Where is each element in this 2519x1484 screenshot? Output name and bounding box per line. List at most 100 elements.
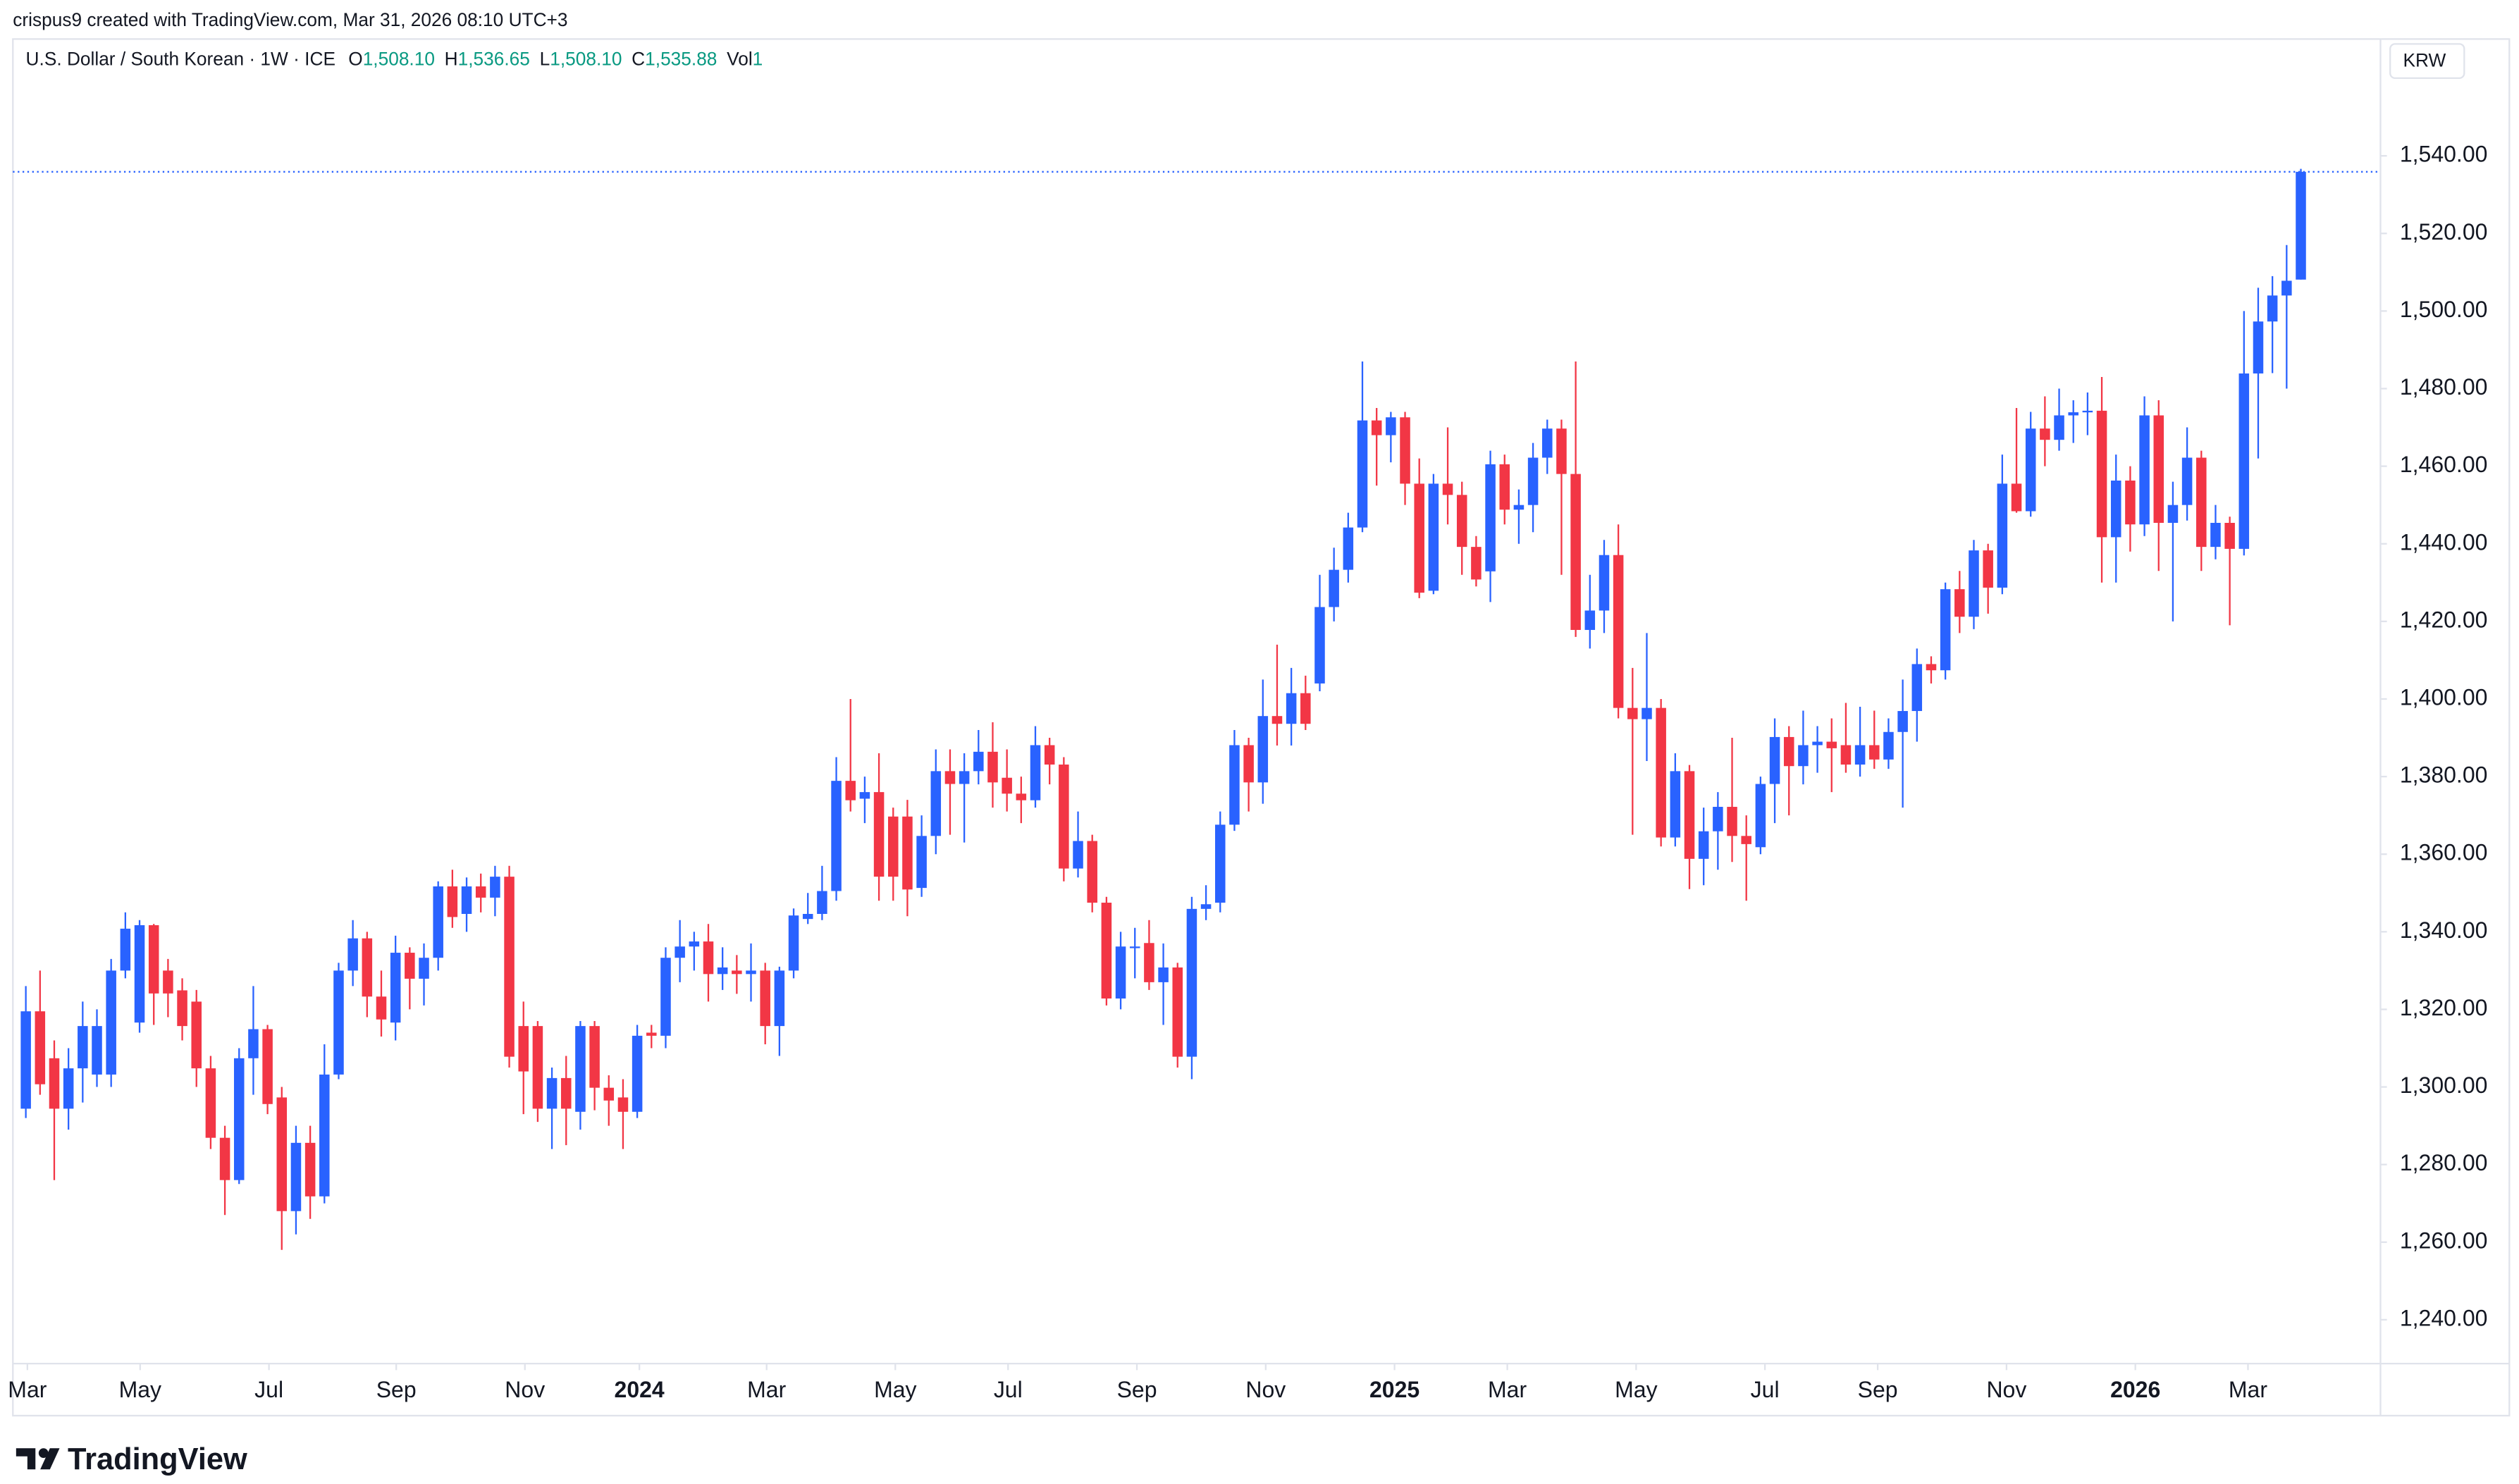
y-tick-label: 1,320.00 [2400,995,2488,1020]
candle-body [532,1026,543,1109]
candle-body [817,891,827,914]
candle-body [276,1097,288,1211]
candle-body [504,877,515,1057]
y-tick-label: 1,260.00 [2400,1228,2488,1253]
candle-body [1087,841,1097,903]
credit: crispus9 created with TradingView.com, M… [13,9,567,30]
candle-body [1670,771,1681,838]
candle-body [490,877,500,898]
x-tick-label: Mar [2229,1377,2267,1402]
candle-body [1812,741,1823,746]
candles [20,168,2306,1250]
x-tick-label: Jul [1751,1377,1780,1402]
candle-body [1741,836,1751,844]
candle-body [1471,547,1482,580]
candle-body [148,925,159,994]
candle-body [1513,505,1525,510]
candle-body [1556,428,1567,474]
x-tick-label: Sep [1117,1377,1157,1402]
x-tick-label: Mar [8,1377,47,1402]
candle-body [1257,716,1269,783]
candle-body [617,1097,629,1112]
candle-body [2054,415,2064,440]
candle-body [973,751,984,772]
symbol: U.S. Dollar / South Korean · 1W · ICE [26,48,335,69]
candle-body [1144,943,1154,982]
ohlc-label: Vol [727,48,753,69]
candle-body [1073,841,1083,869]
candle-body [1698,831,1709,859]
candle-body [660,958,671,1036]
candle-body [1172,967,1183,1057]
candle-body [2181,457,2193,505]
candle-body [802,913,813,920]
candle-body [390,953,401,1023]
candle-body [78,1026,88,1069]
candle-body [887,816,899,877]
candle-body [2011,483,2022,512]
candle-body [2167,505,2179,524]
candle-body [930,771,942,836]
candle-body [1627,707,1638,719]
candle-body [1343,527,1354,570]
chart-frame [12,38,2511,1417]
logo-dot [38,1448,49,1459]
currency-badge[interactable] [2389,43,2465,79]
candle-body [1499,464,1510,510]
candle-body [319,1074,330,1197]
x-tick-label: Mar [747,1377,786,1402]
x-tick-label: Nov [1986,1377,2026,1402]
candle-body [405,953,415,979]
candle-body [177,990,187,1027]
candle-body [447,886,458,917]
candle-body [689,941,700,947]
candle-body [987,751,998,783]
candle-body [2025,428,2036,512]
candle-body [1016,793,1027,800]
x-tick-label: 2026 [2110,1377,2160,1402]
y-tick-label: 1,440.00 [2400,529,2488,555]
candle-body [1713,807,1723,831]
candle-body [163,970,173,994]
candle-body [1840,745,1852,765]
candle-body [233,1058,245,1180]
candle-body [944,771,956,784]
candle-body [732,970,742,975]
x-tick-label: May [874,1377,917,1402]
x-tick-label: Sep [376,1377,417,1402]
ohlc-value: 1,535.88 [645,48,717,69]
candle-body [2224,523,2235,549]
candle-body [632,1035,643,1112]
candle-body [774,970,785,1027]
candle-body [92,1026,102,1075]
candle-body [49,1058,60,1109]
candle-body [1826,741,1837,748]
candle-body [205,1068,216,1138]
y-tick-label: 1,280.00 [2400,1150,2488,1175]
candle-body [859,792,870,799]
x-tick-label: May [1615,1377,1658,1402]
y-tick-label: 1,540.00 [2400,142,2488,167]
y-tick-label: 1,420.00 [2400,607,2488,632]
x-tick-label: May [119,1377,162,1402]
candle-body [191,1001,202,1069]
candle-body [1215,824,1226,903]
candle-body [1357,420,1368,528]
x-tick-label: Nov [1245,1377,1286,1402]
ohlc-label: C [632,48,645,69]
candle-body [1186,908,1197,1057]
candle-body [703,941,714,975]
candle-body [1656,707,1666,838]
candle-body [2110,480,2121,538]
y-tick-label: 1,340.00 [2400,917,2488,943]
candle-body [1769,736,1780,784]
candle-body [546,1077,558,1109]
candle-body [675,946,685,958]
candle-body [916,836,927,889]
y-tick-label: 1,360.00 [2400,840,2488,865]
candle-body [290,1142,302,1211]
candle-body [1684,771,1695,859]
candle-body [1059,765,1069,869]
candle-body [1983,550,1993,588]
